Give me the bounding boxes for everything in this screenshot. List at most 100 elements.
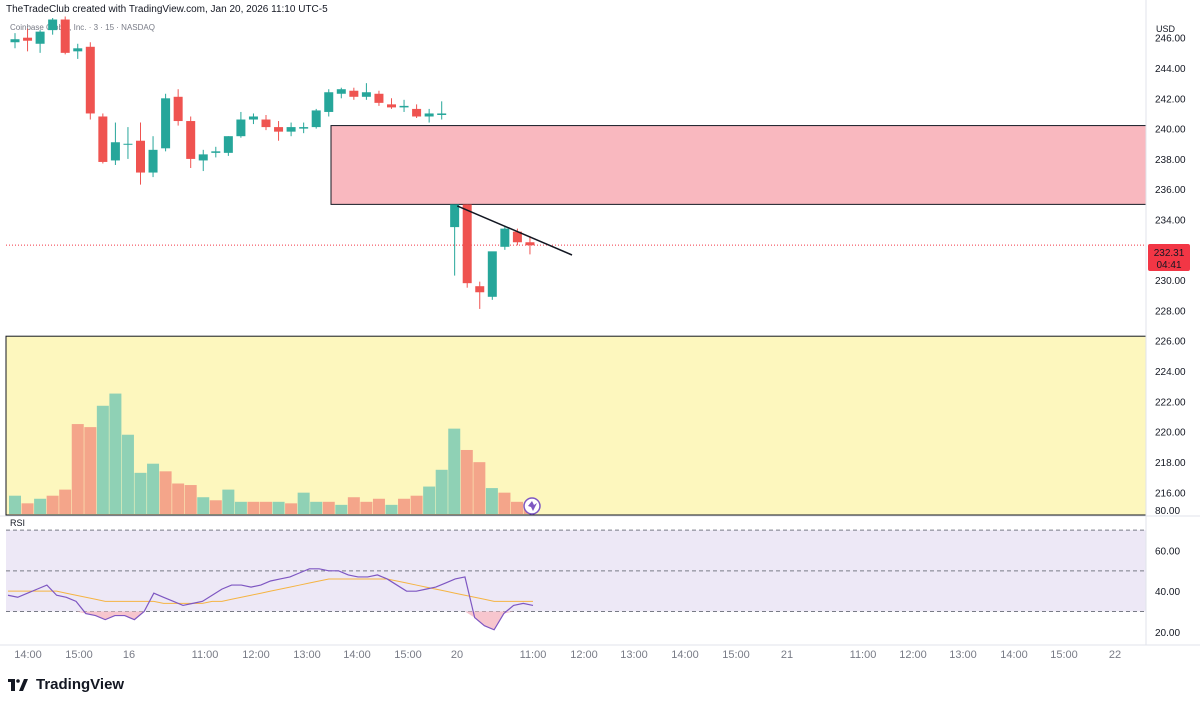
chart-attribution: TheTradeClub created with TradingView.co… [6,4,328,15]
volume-bar [84,427,97,514]
rsi-tick-label: 40.00 [1155,587,1180,598]
price-tick-label: 238.00 [1155,155,1186,166]
candle-body [525,242,535,246]
price-tick-label: 218.00 [1155,458,1186,469]
volume-bar [71,424,84,514]
volume-bar [511,501,523,514]
candle-body [110,142,120,161]
volume-bar [372,498,385,514]
volume-bar [184,485,197,514]
price-tick-label: 242.00 [1155,94,1186,105]
candle-body [274,127,284,132]
volume-bar [247,501,260,514]
volume-bar [285,503,298,514]
candle-body [85,46,95,114]
candle-body [48,19,58,31]
candle-body [450,204,460,228]
time-tick-label: 14:00 [343,649,371,661]
zones-layer [5,125,1147,516]
candle-body [361,92,371,97]
candle-body [161,98,171,149]
volume-bar [109,393,122,514]
price-tick-label: 230.00 [1155,276,1186,287]
volume-bar [59,489,72,514]
volume-bar [360,501,373,514]
volume-bar [34,498,47,514]
volume-bar [335,504,348,514]
time-tick-label: 13:00 [620,649,648,661]
rsi-panel-label: RSI [10,518,25,528]
candle-body [299,127,309,129]
bar-countdown: 04:41 [1156,260,1181,271]
candle-body [475,286,485,293]
volume-bar [197,497,210,514]
volume-bar [410,495,423,514]
rsi-layer [6,529,1146,631]
time-tick-label: 12:00 [899,649,927,661]
candle-body [198,154,208,161]
tradingview-brand: TradingView [36,676,125,693]
rsi-tick-label: 20.00 [1155,628,1180,639]
volume-bar [310,501,323,514]
candle-body [412,108,422,117]
current-price-tag: 232.31 [1154,248,1185,259]
volume-bar [21,503,34,514]
rsi-tick-label: 80.00 [1155,506,1180,517]
time-tick-label: 12:00 [570,649,598,661]
candle-body [261,119,271,128]
volume-bar [147,463,160,514]
candle-body [148,149,158,173]
time-tick-label: 21 [781,649,793,661]
time-tick-label: 15:00 [65,649,93,661]
volume-bar [260,501,272,514]
bar-replay-icon[interactable] [523,497,541,515]
rsi-oversold-fill [464,611,514,630]
candle-body [236,119,246,137]
volume-bar [485,488,498,514]
tradingview-logo[interactable]: TradingView [8,676,124,693]
price-tick-label: 220.00 [1155,428,1186,439]
volume-bar [96,405,109,514]
volume-bar [9,495,21,514]
symbol-info: Coinbase Global, Inc. · 3 · 15 · NASDAQ [10,23,155,32]
candle-body [223,136,233,153]
time-tick-label: 11:00 [520,649,547,661]
rsi-ma-line [8,578,533,604]
candle-body [286,127,296,132]
volume-bar [134,472,147,514]
time-tick-label: 13:00 [949,649,977,661]
time-tick-label: 15:00 [1050,649,1078,661]
candle-body [98,116,108,162]
time-tick-label: 11:00 [192,649,219,661]
rsi-oversold-fill [76,611,145,620]
candle-body [500,228,510,247]
volume-bar [297,492,310,514]
currency-label: USD [1156,24,1176,34]
volume-bar [448,428,461,514]
candle-body [60,19,70,53]
candle-body [349,90,359,97]
candle-body [336,89,346,94]
candle-body [399,105,409,108]
volume-bar [347,497,360,514]
price-tick-label: 222.00 [1155,397,1186,408]
time-tick-label: 15:00 [394,649,422,661]
price-tick-label: 246.00 [1155,34,1186,45]
price-tick-label: 224.00 [1155,367,1186,378]
candles-layer [10,16,573,309]
volume-bar [322,501,335,514]
volume-bar [159,471,172,514]
axis-layer: 246.00 244.00 242.00 240.00 238.00 236.00 234.… [14,34,1186,661]
time-tick-label: 11:00 [850,649,877,661]
candle-body [487,251,497,297]
candle-body [374,93,384,103]
candle-body [123,143,133,145]
candle-body [35,31,45,44]
volume-bar [234,501,247,514]
time-tick-label: 22 [1109,649,1121,661]
volume-bar [398,498,411,514]
volume-bar [222,489,235,514]
candle-body [387,104,396,108]
rsi-tick-label: 60.00 [1155,547,1180,558]
